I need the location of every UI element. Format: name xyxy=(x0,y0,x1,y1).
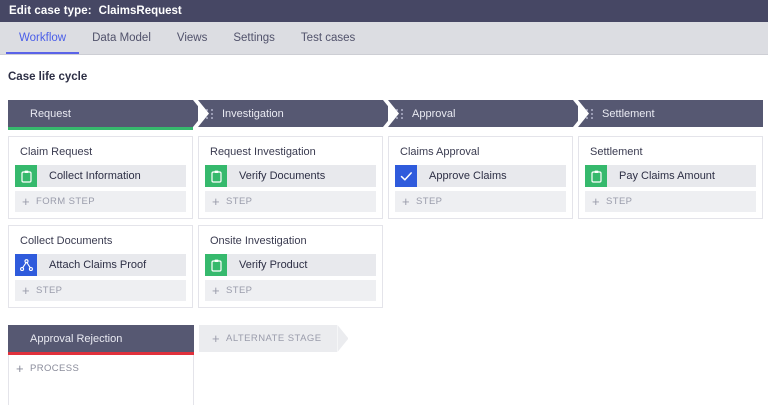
step-label: Pay Claims Amount xyxy=(619,170,715,182)
clipboard-icon xyxy=(205,165,227,187)
stage-header-settlement[interactable]: Settlement xyxy=(578,100,763,127)
step-label: Collect Information xyxy=(49,170,141,182)
add-step-button[interactable]: + STEP xyxy=(395,191,566,212)
step-label: Verify Product xyxy=(239,259,308,271)
tab-bar: Workflow Data Model Views Settings Test case… xyxy=(0,22,768,55)
tab-data-model[interactable]: Data Model xyxy=(79,22,164,54)
process-name: Request Investigation xyxy=(210,146,316,158)
process-name: Onsite Investigation xyxy=(210,235,307,247)
process-name: Claims Approval xyxy=(400,146,480,158)
page-title: Case life cycle xyxy=(8,71,88,83)
plus-icon: + xyxy=(22,283,30,298)
add-step-button[interactable]: + STEP xyxy=(205,191,376,212)
tab-label: Test cases xyxy=(300,32,356,44)
stage-underline xyxy=(578,127,763,130)
chevron-notch-icon xyxy=(198,100,209,127)
step-row[interactable]: Verify Documents xyxy=(205,165,376,187)
stage-columns: Request Claim Request Collect Information +… xyxy=(8,100,768,308)
stage-label: Investigation xyxy=(222,107,284,120)
window-titlebar: Edit case type: ClaimsRequest xyxy=(0,0,768,22)
titlebar-label: Edit case type: xyxy=(9,5,92,17)
process-card: Request Investigation Verify Documents + ST… xyxy=(198,136,383,219)
tab-label: Views xyxy=(176,32,208,44)
add-step-label: STEP xyxy=(416,196,443,207)
plus-icon: + xyxy=(22,194,30,209)
process-card: Collect Documents Attach Claims Proof + STE… xyxy=(8,225,193,308)
step-label: Verify Documents xyxy=(239,170,326,182)
step-label: Attach Claims Proof xyxy=(49,259,147,271)
clipboard-icon xyxy=(205,254,227,276)
stage-column-settlement: Settlement Settlement Pay Claims Amount + ST… xyxy=(578,100,763,219)
stage-column-request: Request Claim Request Collect Information +… xyxy=(8,100,204,308)
plus-icon: + xyxy=(16,361,24,376)
decision-branch-icon xyxy=(15,254,37,276)
check-icon xyxy=(395,165,417,187)
stage-underline xyxy=(388,127,573,130)
tab-label: Workflow xyxy=(19,32,67,44)
process-name: Claim Request xyxy=(20,146,93,158)
alternate-stage-column: Approval Rejection + PROCESS xyxy=(8,325,194,405)
chevron-notch-icon xyxy=(388,100,399,127)
stage-header-approval[interactable]: Approval xyxy=(388,100,584,127)
process-name: Settlement xyxy=(590,146,643,158)
plus-icon: + xyxy=(402,194,410,209)
process-card: Onsite Investigation Verify Product + STEP xyxy=(198,225,383,308)
stage-underline xyxy=(8,127,193,130)
tab-test-cases[interactable]: Test cases xyxy=(288,22,368,54)
step-label: Approve Claims xyxy=(429,170,507,182)
tab-views[interactable]: Views xyxy=(164,22,220,54)
add-step-label: STEP xyxy=(226,285,253,296)
add-process-label: PROCESS xyxy=(30,363,80,374)
add-step-label: STEP xyxy=(606,196,633,207)
process-card: Claims Approval Approve Claims + STEP xyxy=(388,136,573,219)
stage-column-approval: Approval Claims Approval Approve Claims + ST… xyxy=(388,100,584,219)
chevron-notch-icon xyxy=(578,100,589,127)
step-row[interactable]: Collect Information xyxy=(15,165,186,187)
alternate-stage-underline xyxy=(8,352,194,355)
add-process-button[interactable]: + PROCESS xyxy=(16,362,193,375)
add-step-button[interactable]: + STEP xyxy=(205,280,376,301)
alternate-stage-label: Approval Rejection xyxy=(30,332,123,345)
stage-label: Request xyxy=(30,107,71,120)
stage-header-request[interactable]: Request xyxy=(8,100,204,127)
tab-label: Data Model xyxy=(92,32,151,44)
process-name: Collect Documents xyxy=(20,235,113,247)
workflow-canvas: Case life cycle Request Claim Request Coll… xyxy=(0,55,768,405)
step-row[interactable]: Pay Claims Amount xyxy=(585,165,756,187)
clipboard-icon xyxy=(585,165,607,187)
alternate-stage-card: + PROCESS xyxy=(8,355,194,405)
plus-icon: + xyxy=(592,194,600,209)
alternate-stage-header[interactable]: Approval Rejection xyxy=(8,325,194,352)
stage-column-investigation: Investigation Request Investigation Verify… xyxy=(198,100,394,308)
step-row[interactable]: Attach Claims Proof xyxy=(15,254,186,276)
plus-icon: + xyxy=(212,194,220,209)
add-alternate-stage-label: ALTERNATE STAGE xyxy=(226,333,322,344)
step-row[interactable]: Verify Product xyxy=(205,254,376,276)
plus-icon: + xyxy=(212,283,220,298)
process-card: Settlement Pay Claims Amount + STEP xyxy=(578,136,763,219)
add-step-label: STEP xyxy=(226,196,253,207)
alternate-stage-row: Approval Rejection + PROCESS + ALTERNATE… xyxy=(8,325,768,405)
process-card: Claim Request Collect Information + FORM ST… xyxy=(8,136,193,219)
step-row[interactable]: Approve Claims xyxy=(395,165,566,187)
add-step-button[interactable]: + FORM STEP xyxy=(15,191,186,212)
stage-label: Settlement xyxy=(602,107,655,120)
tab-settings[interactable]: Settings xyxy=(220,22,288,54)
plus-icon: + xyxy=(212,331,221,346)
tab-label: Settings xyxy=(233,32,275,44)
add-step-button[interactable]: + STEP xyxy=(15,280,186,301)
clipboard-icon xyxy=(15,165,37,187)
add-alternate-stage-button[interactable]: + ALTERNATE STAGE xyxy=(199,325,338,352)
stage-header-investigation[interactable]: Investigation xyxy=(198,100,394,127)
add-step-label: FORM STEP xyxy=(36,196,96,207)
tab-workflow[interactable]: Workflow xyxy=(6,22,80,54)
stage-underline xyxy=(198,127,383,130)
add-step-button[interactable]: + STEP xyxy=(585,191,756,212)
stage-label: Approval xyxy=(412,107,456,120)
add-step-label: STEP xyxy=(36,285,63,296)
titlebar-case-type-name: ClaimsRequest xyxy=(98,5,182,17)
